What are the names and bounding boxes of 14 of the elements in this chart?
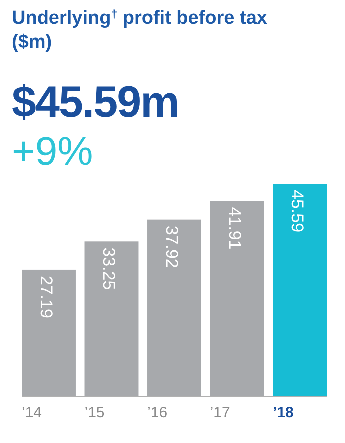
x-tick-label: ’15 [84, 404, 105, 422]
chart-subtitle: $45.59m [12, 78, 179, 127]
data-label: 33.25 [100, 248, 119, 290]
text: +9% [12, 130, 94, 174]
data-label: 45.59 [288, 190, 308, 233]
x-tick-label: ’16 [148, 404, 168, 422]
x-tick-label: ’17 [210, 404, 230, 422]
data-label: 41.91 [225, 207, 244, 250]
chart-title: Underlying$^{†}$ profit before tax ($m) [12, 8, 268, 53]
data-label: 37.92 [162, 226, 182, 268]
x-tick-label: ’18 [273, 404, 294, 422]
x-tick-label: ’14 [22, 404, 42, 422]
bar [273, 184, 327, 397]
data-label: 27.19 [36, 276, 56, 319]
